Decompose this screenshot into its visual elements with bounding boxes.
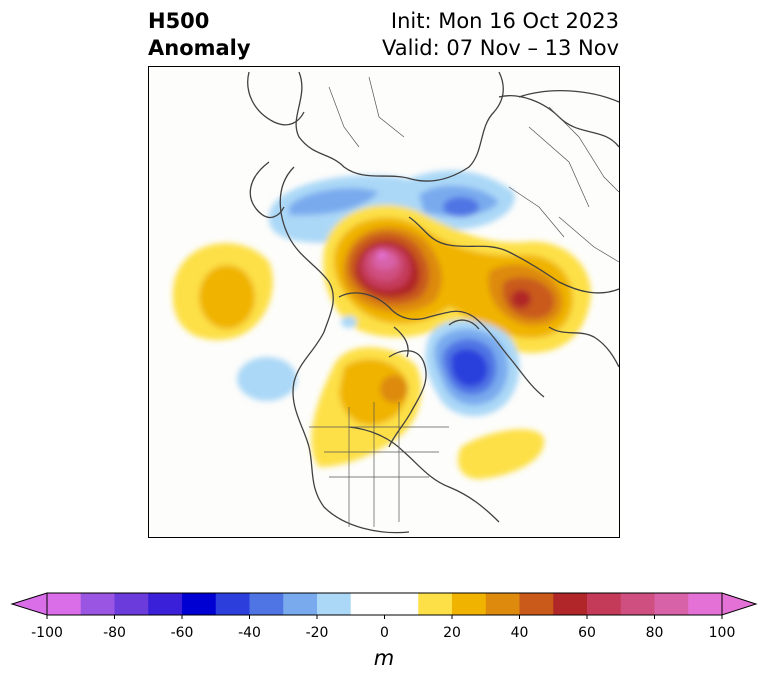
colorbar-swatch bbox=[114, 593, 149, 615]
colorbar-tick-label: -60 bbox=[170, 625, 194, 641]
colorbar-tick-label: 40 bbox=[510, 625, 529, 641]
canada-ridge bbox=[311, 347, 422, 467]
colorbar-swatch bbox=[148, 593, 183, 615]
colorbar-swatch bbox=[182, 593, 217, 615]
title-variable: H500 bbox=[148, 9, 210, 33]
map-dates: Init: Mon 16 Oct 2023 Valid: 07 Nov – 13… bbox=[382, 8, 619, 62]
colorbar-tick-label: 60 bbox=[578, 625, 596, 641]
colorbar-tick-label: -40 bbox=[238, 625, 261, 641]
colorbar bbox=[10, 592, 758, 619]
colorbar-swatch bbox=[654, 593, 689, 615]
small-troughs bbox=[237, 316, 357, 401]
colorbar-tick-label: 80 bbox=[645, 625, 664, 641]
colorbar-tick-label: 0 bbox=[380, 625, 389, 641]
colorbar-tick-label: -100 bbox=[31, 625, 63, 641]
title-type: Anomaly bbox=[148, 36, 251, 60]
colorbar-swatch bbox=[418, 593, 453, 615]
atlantic-ridge bbox=[458, 429, 545, 479]
colorbar-tick-label: 20 bbox=[443, 625, 461, 641]
init-date: Init: Mon 16 Oct 2023 bbox=[390, 9, 619, 33]
colorbar-swatch bbox=[249, 593, 284, 615]
map-title: H500 Anomaly bbox=[148, 8, 251, 62]
colorbar-swatch bbox=[384, 593, 419, 615]
colorbar-swatch bbox=[283, 593, 318, 615]
anomaly-fills bbox=[172, 170, 591, 479]
colorbar-tick-label: 100 bbox=[708, 625, 736, 641]
colorbar-swatch bbox=[553, 593, 588, 615]
colorbar-swatch bbox=[452, 593, 487, 615]
arctic-ridge bbox=[323, 204, 591, 353]
atlantic-trough bbox=[425, 319, 520, 417]
colorbar-swatch bbox=[215, 593, 250, 615]
country-borders bbox=[309, 76, 619, 527]
colorbar-swatch bbox=[47, 593, 82, 615]
colorbar-extend-high bbox=[721, 592, 758, 616]
colorbar-swatch bbox=[485, 593, 520, 615]
colorbar-extend-low bbox=[10, 592, 48, 616]
colorbar-swatch bbox=[519, 593, 554, 615]
colorbar-swatch bbox=[317, 593, 352, 615]
anomaly-map bbox=[172, 71, 619, 534]
valid-date: Valid: 07 Nov – 13 Nov bbox=[382, 36, 619, 60]
map-panel bbox=[148, 66, 620, 538]
colorbar-tick-label: -80 bbox=[103, 625, 126, 641]
colorbar-unit-label: m bbox=[373, 646, 395, 670]
colorbar-swatch bbox=[350, 593, 385, 615]
colorbar-swatch bbox=[620, 593, 655, 615]
north-pacific-ridge bbox=[172, 243, 273, 340]
colorbar-swatch bbox=[80, 593, 115, 615]
colorbar-swatch bbox=[587, 593, 622, 615]
colorbar-tick-label: -20 bbox=[305, 625, 329, 641]
colorbar-swatch bbox=[688, 593, 723, 615]
